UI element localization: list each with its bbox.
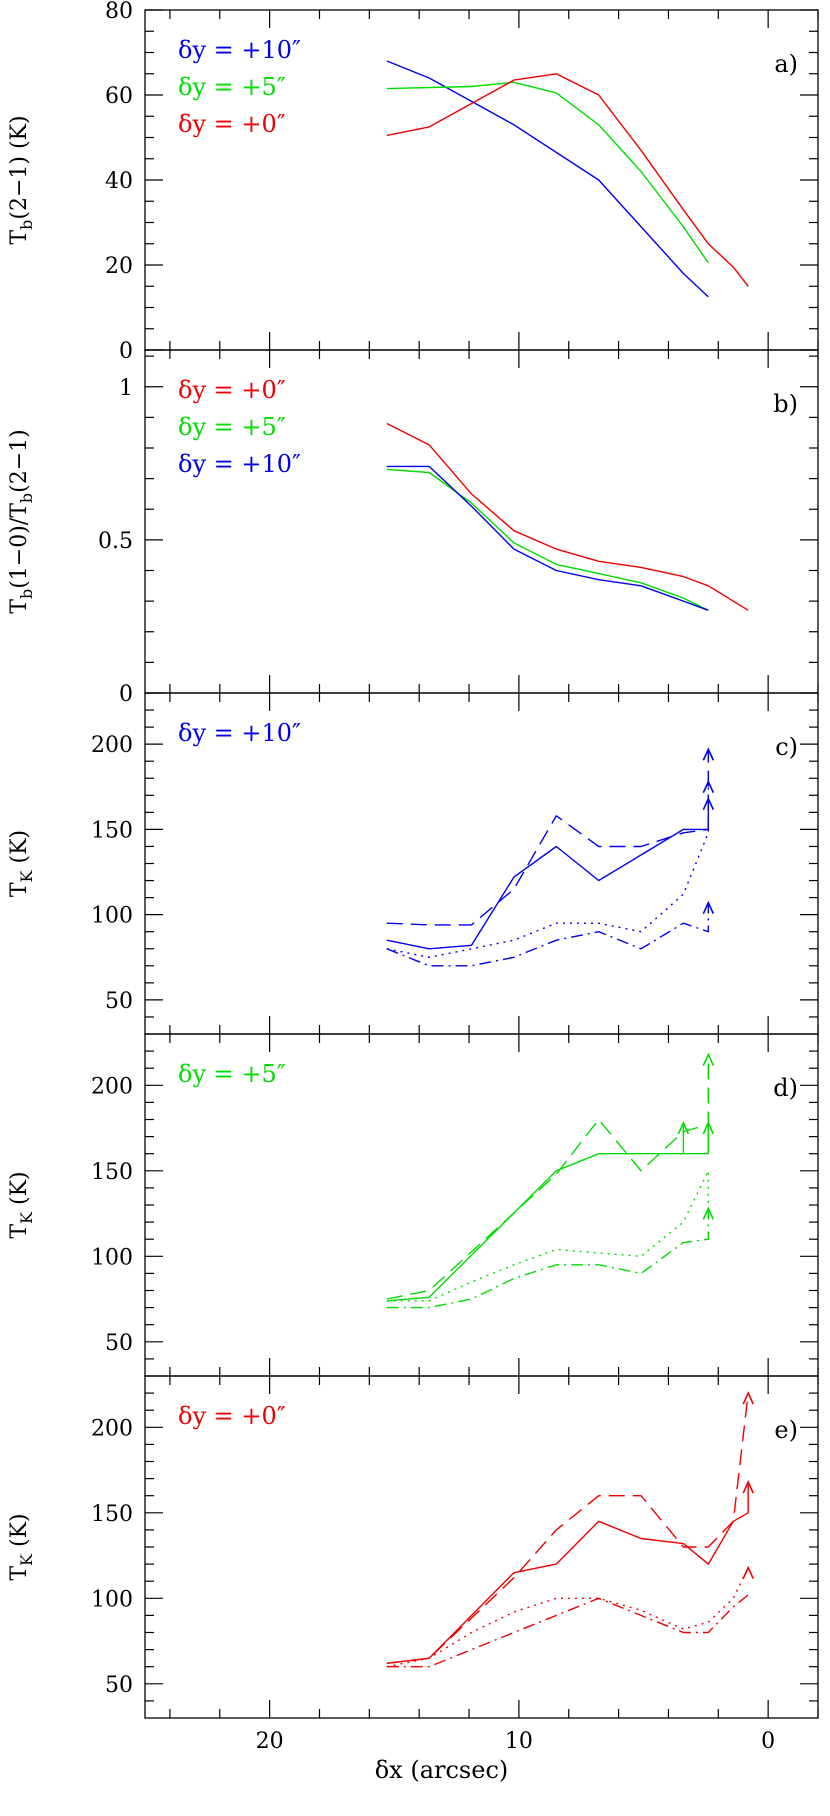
series-line-solid <box>386 422 749 611</box>
series-line-solid <box>386 468 709 611</box>
y-tick-label: 100 <box>91 1245 133 1270</box>
x-tick-label: 10 <box>505 1729 533 1754</box>
panel-tag: e) <box>774 1416 798 1444</box>
panel-tag: d) <box>773 1074 798 1102</box>
lower-limit-arrow <box>702 1206 715 1220</box>
series-line-dashed <box>386 1393 749 1664</box>
series-line-solid <box>386 60 709 298</box>
series-line-solid <box>386 73 749 287</box>
y-tick-label: 50 <box>105 989 133 1014</box>
y-tick-label: 150 <box>91 818 133 843</box>
y-tick-label: 200 <box>91 733 133 758</box>
series-line-dotted <box>386 781 709 958</box>
lower-limit-arrow <box>677 1120 690 1135</box>
lower-limit-arrow <box>702 779 715 793</box>
panel-a: 0 20 40 60 80 Tb(2−1) (K) a) δy = +10″ δy = +5″ δ… <box>7 0 819 364</box>
y-tick-label: 20 <box>105 254 133 279</box>
panel-tag: a) <box>774 50 798 78</box>
series-line-solid <box>386 798 709 950</box>
y-tick-label: 1 <box>119 376 133 401</box>
y-axis-label: TK (K) <box>7 830 36 897</box>
lower-limit-arrow <box>702 796 715 811</box>
y-tick-label: 100 <box>91 1587 133 1612</box>
y-axis-label: TK (K) <box>7 1513 36 1580</box>
series-line-solid <box>386 81 709 264</box>
y-tick-label: 100 <box>91 904 133 929</box>
x-axis-label: δx (arcsec) <box>375 1756 509 1784</box>
series-line-dashdot <box>386 902 709 967</box>
y-tick-label: 50 <box>105 1331 133 1356</box>
x-tick-label: 20 <box>256 1729 284 1754</box>
y-axis-label: Tb(2−1) (K) <box>7 115 36 244</box>
y-tick-label: 0.5 <box>98 529 133 554</box>
series-line-solid <box>386 1122 709 1302</box>
y-tick-label: 0 <box>119 339 133 364</box>
legend-entry: δy = +5″ <box>178 1060 286 1088</box>
legend-entry: δy = +5″ <box>178 73 286 101</box>
series-line-dotted <box>386 1567 749 1668</box>
panel-b: 0 0.5 1 Tb(1−0)/Tb(2−1) b) δy = +0″ δy = +5″ δy… <box>7 349 819 707</box>
legend-entry: δy = +5″ <box>178 413 286 441</box>
lower-limit-arrow <box>702 1052 715 1066</box>
y-tick-label: 0 <box>119 682 133 707</box>
y-axis-label: Tb(1−0)/Tb(2−1) <box>7 429 36 613</box>
lower-limit-arrow <box>742 1391 754 1405</box>
legend-entry: δy = +0″ <box>178 376 286 404</box>
series-line-dashdot <box>386 1208 709 1309</box>
panel-tag: b) <box>773 390 798 418</box>
series-line-dashed <box>386 1054 709 1300</box>
panel-tag: c) <box>775 733 798 761</box>
legend-entry: δy = +10″ <box>178 719 301 747</box>
y-tick-label: 150 <box>91 1160 133 1185</box>
lower-limit-arrow <box>702 1120 715 1135</box>
series-line-dashdot <box>386 1594 749 1668</box>
series-line-dashed <box>386 749 709 926</box>
panel-c: 50 100 150 200 TK (K) c) δy = +10″ <box>7 692 819 1035</box>
y-tick-label: 50 <box>105 1673 133 1698</box>
lower-limit-arrow <box>742 1480 754 1494</box>
panel-d: 50 100 150 200 TK (K) d) δy = +5″ <box>7 1033 819 1377</box>
series-line-solid <box>386 1482 749 1664</box>
y-tick-label: 200 <box>91 1074 133 1099</box>
x-tick-label: 0 <box>761 1729 775 1754</box>
lower-limit-arrow <box>702 900 715 915</box>
y-tick-label: 150 <box>91 1502 133 1527</box>
series-line-solid <box>386 465 709 611</box>
legend-entry: δy = +0″ <box>178 110 286 138</box>
legend-entry: δy = +0″ <box>178 1402 286 1430</box>
y-tick-label: 40 <box>105 169 133 194</box>
y-tick-label: 60 <box>105 84 133 109</box>
y-axis-label: TK (K) <box>7 1171 36 1238</box>
lower-limit-arrow <box>742 1565 754 1579</box>
y-tick-label: 80 <box>105 0 133 24</box>
y-tick-label: 200 <box>91 1416 133 1441</box>
legend-entry: δy = +10″ <box>178 36 301 64</box>
lower-limit-arrow <box>702 747 715 761</box>
legend-entry: δy = +10″ <box>178 450 301 478</box>
series-line-dotted <box>386 1170 709 1302</box>
